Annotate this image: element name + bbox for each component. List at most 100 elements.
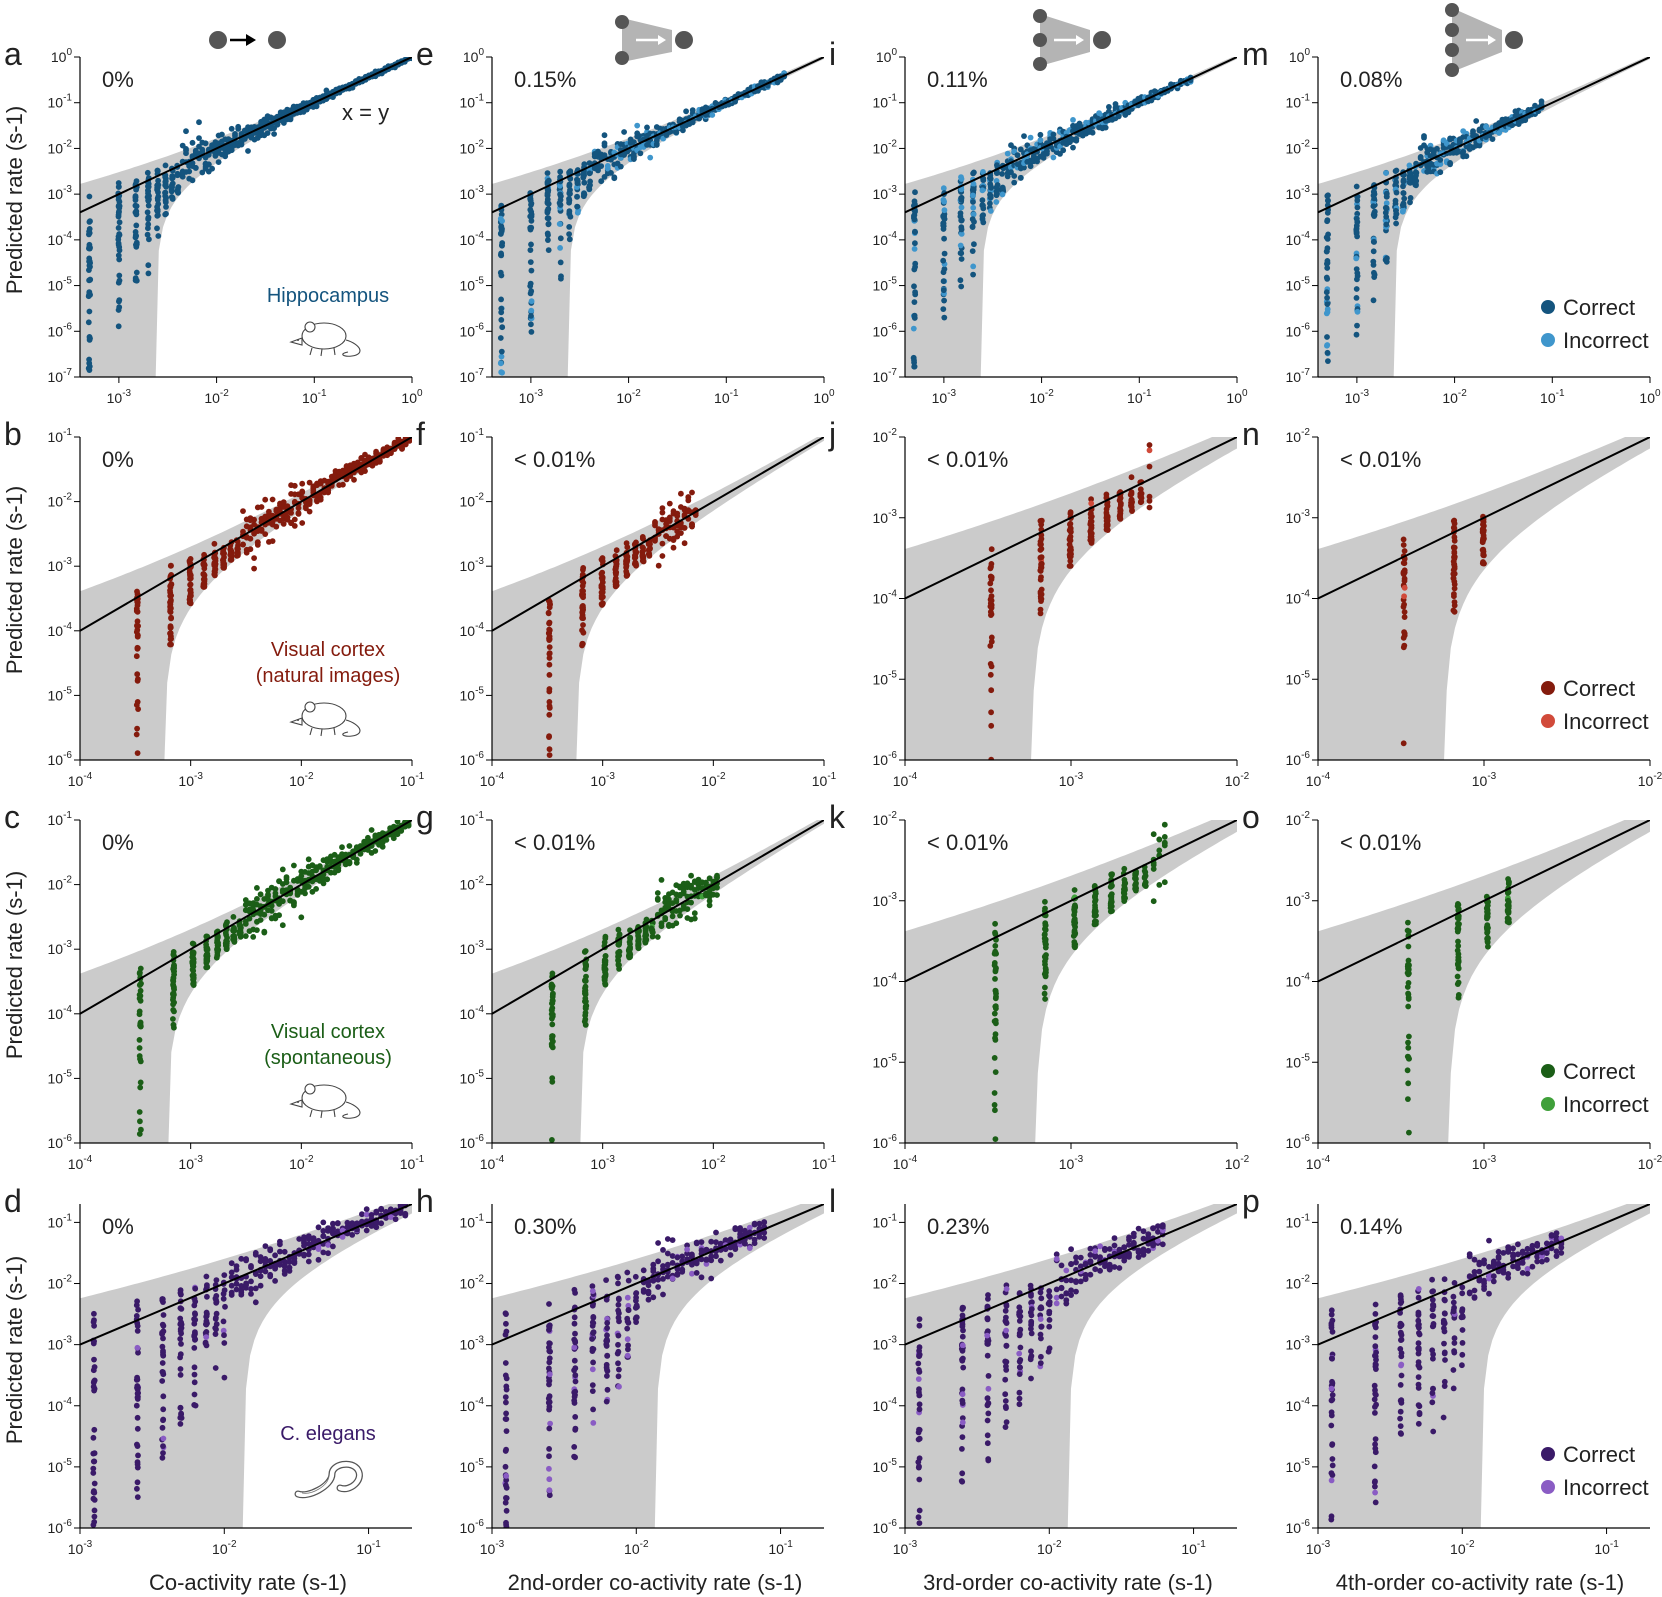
y-tick-label: 10-6 [460,750,485,768]
point-correct [673,920,680,927]
point-correct [546,1393,553,1400]
point-correct [204,946,211,953]
point-correct [317,496,324,503]
point-correct [368,1212,375,1218]
point-correct [90,1495,97,1502]
point-correct [1106,104,1112,110]
point-correct [160,1450,166,1456]
point-correct [703,1257,710,1263]
point-correct [1003,1303,1010,1309]
legend-incorrect-marker [1541,333,1555,347]
point-correct [603,1364,610,1371]
point-correct [571,1320,578,1327]
point-correct [708,1257,715,1264]
point-correct [91,1519,98,1525]
point-correct [545,237,551,244]
point-correct [115,184,122,190]
point-correct [1104,527,1111,533]
point-correct [761,1235,768,1241]
point-correct [373,1208,380,1215]
point-correct [498,317,505,323]
point-correct [262,496,269,503]
point-correct [980,205,987,212]
point-correct [1150,866,1157,872]
y-tick-label: 10-5 [460,1457,485,1475]
point-correct [615,1341,621,1348]
point-correct [987,671,994,678]
confidence-band [492,1204,824,1528]
point-correct [916,1386,922,1393]
point-correct [528,217,535,224]
point-correct [134,632,141,639]
second-order-motif-icon [615,15,693,65]
point-correct [992,1107,998,1114]
point-incorrect [220,1327,227,1334]
point-correct [134,1441,140,1448]
point-correct [679,1268,686,1275]
point-correct [659,505,666,511]
point-correct [571,1400,578,1406]
point-correct [503,1386,510,1393]
point-correct [1066,541,1073,548]
point-correct [547,1340,553,1347]
point-correct [498,296,504,303]
y-tick-label: 10-4 [873,230,898,248]
point-correct [615,950,622,957]
legend-correct-marker [1541,1064,1555,1078]
point-correct [305,1258,312,1265]
point-correct [272,1265,278,1272]
point-correct [502,1463,509,1470]
point-correct [254,885,260,891]
point-correct [133,222,140,229]
point-correct [574,177,581,184]
point-correct [390,835,397,842]
point-correct [248,1291,254,1297]
point-correct [655,1240,661,1246]
x-axis-label-col-3: 3rd-order co-activity rate (s-1) [923,1570,1213,1595]
point-correct [589,1388,596,1394]
point-correct [613,582,620,589]
point-correct [190,958,196,965]
point-incorrect [590,1420,597,1426]
y-tick-label: 10-4 [460,1004,485,1022]
point-correct [248,1278,254,1285]
point-correct [916,1392,923,1399]
point-correct [549,1075,556,1081]
point-correct [302,890,308,897]
point-correct [1073,136,1080,142]
point-correct [1021,133,1027,140]
point-correct [320,1249,327,1256]
point-correct [586,184,592,191]
panel-h: 10-610-510-410-310-210-110-3 10-2 10-1h0.3… [416,1183,824,1557]
point-correct [548,1007,555,1013]
point-incorrect [574,209,581,216]
point-correct [546,734,552,740]
point-correct [649,933,656,940]
y-tick-label: 10-2 [48,875,73,893]
point-correct [545,220,552,227]
point-correct [1121,865,1128,872]
point-correct [1028,1293,1034,1299]
point-correct [262,1243,269,1249]
point-correct [233,1286,240,1293]
point-correct [167,630,174,637]
confidence-band [905,437,1237,760]
point-correct [86,193,93,200]
point-correct [134,1396,141,1402]
point-correct [237,930,244,936]
point-correct [146,193,152,199]
point-correct [572,1372,579,1379]
point-correct [213,1321,220,1328]
point-correct [685,494,692,501]
point-correct [90,1470,97,1476]
point-correct [669,1253,676,1259]
point-correct [303,505,309,512]
point-correct [969,224,976,231]
point-correct [159,1378,166,1384]
point-incorrect [987,208,994,214]
incorrect-percentage: < 0.01% [514,830,595,855]
point-correct [163,204,169,210]
point-correct [960,1327,966,1334]
point-correct [992,1003,999,1010]
point-correct [1037,547,1044,553]
